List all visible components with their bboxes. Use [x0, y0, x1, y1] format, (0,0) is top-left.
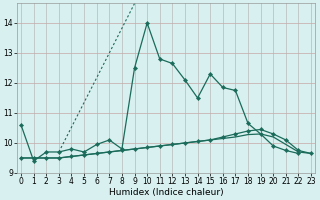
X-axis label: Humidex (Indice chaleur): Humidex (Indice chaleur)	[109, 188, 223, 197]
